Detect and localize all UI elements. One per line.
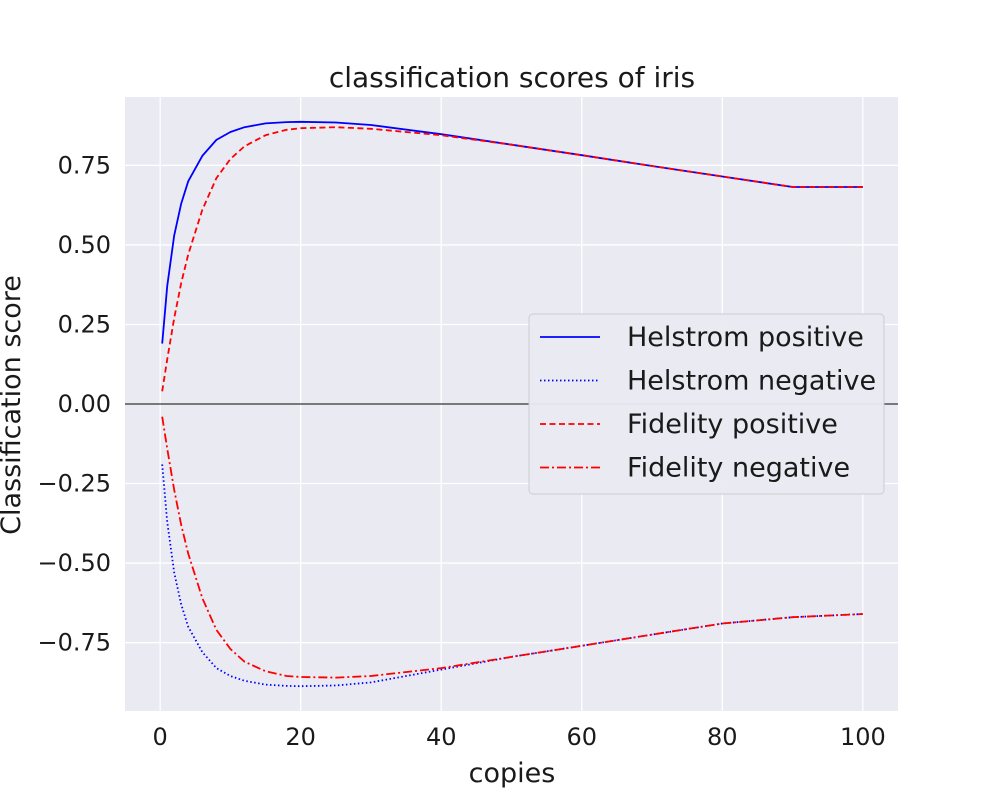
series-line-2 <box>161 126 863 392</box>
legend-label-0: Helstrom positive <box>627 322 864 353</box>
x-tick-label-2: 40 <box>426 723 457 751</box>
y-tick-label-2: 0.25 <box>58 310 111 338</box>
x-tick-label-4: 80 <box>707 723 738 751</box>
legend-label-3: Fidelity negative <box>627 453 850 484</box>
series-line-3 <box>161 416 863 679</box>
legend-label-2: Fidelity positive <box>627 409 838 440</box>
x-tick-label-5: 100 <box>840 723 886 751</box>
y-tick-label-0: 0.75 <box>58 151 111 179</box>
y-tick-label-1: 0.50 <box>58 231 111 259</box>
series-line-1 <box>161 464 863 688</box>
y-tick-label-5: −0.50 <box>37 549 111 577</box>
y-tick-label-6: −0.75 <box>37 629 111 657</box>
legend: Helstrom positive Helstrom negative Fideli… <box>528 313 885 495</box>
x-tick-label-3: 60 <box>566 723 597 751</box>
y-axis-ticks: 0.75 0.50 0.25 0.00 −0.25 −0.50 −0.75 <box>37 151 111 656</box>
legend-box <box>528 313 885 495</box>
x-tick-label-1: 20 <box>285 723 316 751</box>
y-tick-label-3: 0.00 <box>58 390 111 418</box>
x-tick-label-0: 0 <box>152 723 167 751</box>
y-axis-label: Classification score <box>0 275 27 535</box>
legend-label-1: Helstrom negative <box>627 366 876 397</box>
series-line-0 <box>161 120 863 344</box>
chart-title: classification scores of iris <box>329 61 695 94</box>
x-axis-label: copies <box>469 758 556 789</box>
x-axis-ticks: 0 20 40 60 80 100 <box>152 723 885 751</box>
y-tick-label-4: −0.25 <box>37 470 111 498</box>
series-layer <box>161 120 863 688</box>
